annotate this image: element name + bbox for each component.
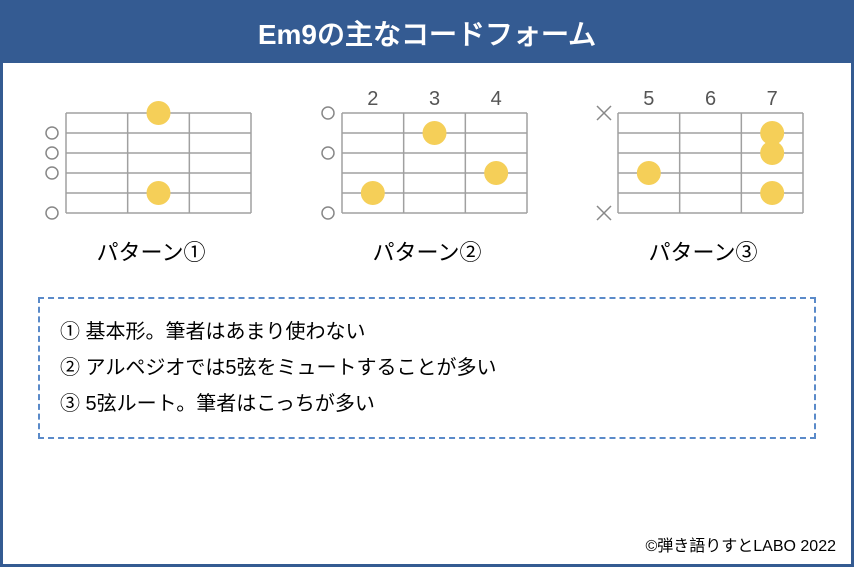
page-title: Em9の主なコードフォーム xyxy=(258,19,596,50)
pattern-label-3: パターン③ xyxy=(649,235,758,267)
svg-text:5: 5 xyxy=(643,88,654,110)
svg-text:3: 3 xyxy=(429,88,440,110)
diagrams-row: パターン① 2 3 4 パターン② 5 6 7 パターン③ xyxy=(3,63,851,277)
svg-text:2: 2 xyxy=(367,88,378,110)
title-bar: Em9の主なコードフォーム xyxy=(3,3,851,63)
svg-text:6: 6 xyxy=(705,88,716,110)
svg-text:4: 4 xyxy=(491,88,502,110)
pattern-label-2: パターン② xyxy=(373,235,482,267)
fretboard-1 xyxy=(41,83,261,223)
fretboard-3: 5 6 7 xyxy=(593,83,813,223)
fretboard-2: 2 3 4 xyxy=(317,83,537,223)
notes-box: ① 基本形。筆者はあまり使わない ② アルペジオでは5弦をミュートすることが多い… xyxy=(38,297,816,439)
diagram-3: 5 6 7 パターン③ xyxy=(593,83,813,267)
note-line-2: ② アルペジオでは5弦をミュートすることが多い xyxy=(60,350,794,386)
svg-text:7: 7 xyxy=(767,88,778,110)
note-line-1: ① 基本形。筆者はあまり使わない xyxy=(60,314,794,350)
copyright: ©弾き語りすとLABO 2022 xyxy=(645,532,836,556)
diagram-1: パターン① xyxy=(41,83,261,267)
pattern-label-1: パターン① xyxy=(97,235,206,267)
diagram-2: 2 3 4 パターン② xyxy=(317,83,537,267)
note-line-3: ③ 5弦ルート。筆者はこっちが多い xyxy=(60,386,794,422)
